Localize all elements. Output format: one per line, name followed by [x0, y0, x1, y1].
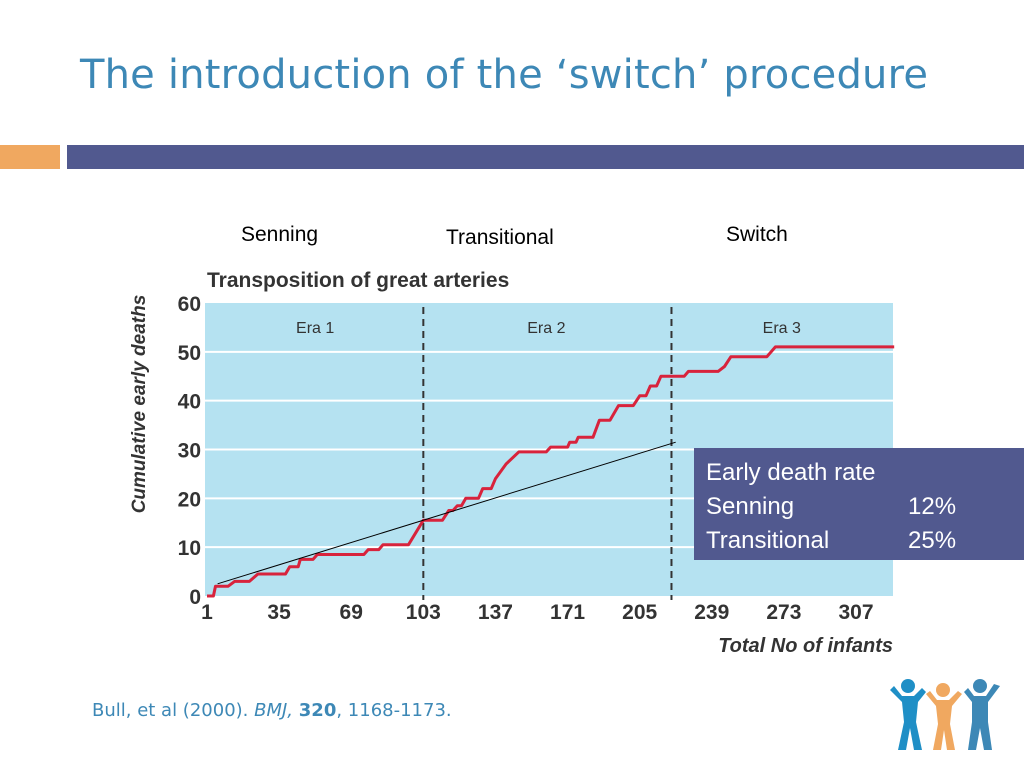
y-tick-label: 10 [178, 537, 201, 560]
y-tick-label: 20 [178, 488, 201, 511]
era-label: Era 2 [527, 320, 565, 337]
citation: Bull, et al (2000). BMJ, 320, 1168-1173. [92, 700, 452, 721]
x-tick-label: 239 [694, 601, 729, 624]
y-tick-label: 0 [189, 586, 201, 609]
people-group-icon [890, 679, 1000, 750]
header-accent-bar [0, 145, 60, 169]
rate-row-value: 25% [908, 527, 957, 554]
era-caption-senning: Senning [241, 223, 319, 246]
series-layer [207, 345, 895, 598]
y-tick-label: 40 [178, 391, 201, 414]
x-axis-label: Total No of infants [718, 635, 893, 657]
y-axis-label: Cumulative early deaths [129, 295, 150, 514]
era-dividers: Era 1 Era 2 Era 3 [296, 307, 801, 600]
rate-row-label: Transitional [706, 527, 830, 554]
citation-volume: 320 [298, 700, 337, 721]
x-tick-label: 171 [550, 601, 585, 624]
rate-box-heading: Early death rate [706, 459, 876, 486]
x-tick-label: 35 [267, 601, 291, 624]
citation-authors: Bull, et al (2000). [92, 700, 255, 721]
early-death-rate-box: Early death rate Senning 12% Transitiona… [694, 448, 1024, 560]
logo-figure-right [964, 679, 1000, 750]
y-tick-label: 60 [178, 293, 201, 316]
era-caption-switch: Switch [726, 223, 788, 246]
citation-pages: , 1168-1173. [336, 700, 452, 721]
chart-title: Transposition of great arteries [207, 269, 509, 292]
x-tick-label: 307 [838, 601, 873, 624]
x-tick-label: 137 [478, 601, 513, 624]
rate-row-senning: Senning 12% [706, 490, 1024, 524]
x-tick-label: 1 [201, 601, 213, 624]
era-label: Era 3 [763, 320, 801, 337]
tick-labels: 1 35 69 103 137 171 205 239 273 307 0 10 20 30 40 50 60 [178, 293, 874, 624]
rate-row-transitional: Transitional 25% [706, 524, 1024, 558]
era-label: Era 1 [296, 320, 334, 337]
slide-title: The introduction of the ‘switch’ procedu… [80, 52, 929, 98]
logo-figure-middle [926, 683, 962, 750]
series-line-trend [217, 441, 676, 585]
citation-journal: BMJ, [254, 700, 294, 721]
rate-row-value: 12% [908, 493, 957, 520]
era-caption-transitional: Transitional [446, 226, 554, 249]
header-bar [67, 145, 1024, 169]
y-tick-label: 30 [178, 440, 201, 463]
x-tick-label: 69 [340, 601, 363, 624]
rate-row-label: Senning [706, 493, 795, 520]
logo-figure-left [890, 679, 926, 750]
x-tick-label: 205 [622, 601, 657, 624]
y-tick-label: 50 [178, 342, 201, 365]
x-tick-label: 273 [766, 601, 801, 624]
x-tick-label: 103 [406, 601, 441, 624]
series-line-cumulative-deaths [207, 345, 895, 598]
